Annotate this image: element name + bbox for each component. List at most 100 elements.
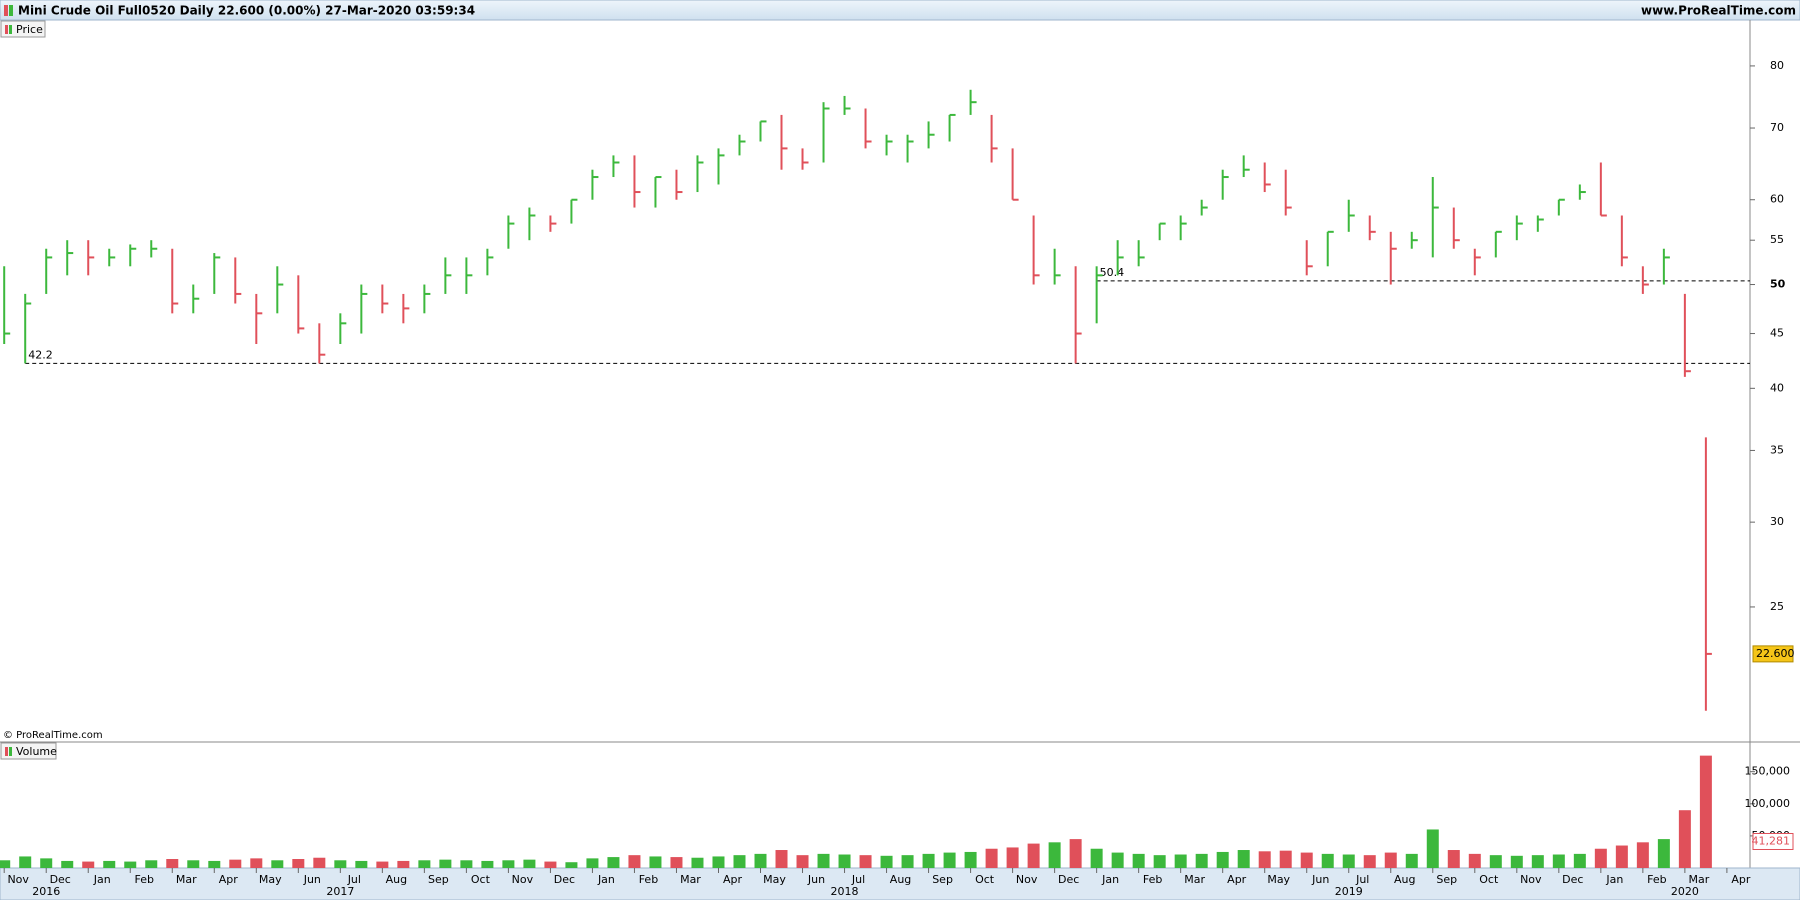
x-tick-label: Nov	[512, 873, 534, 886]
x-tick-label: Feb	[639, 873, 658, 886]
y-tick-label: 60	[1770, 193, 1784, 206]
volume-bar	[733, 855, 746, 868]
volume-bar	[1636, 842, 1649, 868]
volume-bar	[628, 855, 641, 868]
volume-bar	[1342, 854, 1355, 868]
volume-bar	[1195, 853, 1208, 868]
volume-bar	[313, 857, 326, 868]
volume-bar	[985, 848, 998, 868]
header-icon	[9, 5, 13, 16]
volume-bar	[838, 854, 851, 868]
volume-bar	[817, 853, 830, 868]
volume-bar	[880, 855, 893, 868]
volume-bar	[1510, 855, 1523, 868]
level-label: 42.2	[28, 348, 52, 361]
x-tick-label: May	[259, 873, 282, 886]
volume-bar	[565, 862, 578, 868]
volume-bar	[691, 857, 704, 868]
header-site[interactable]: www.ProRealTime.com	[1641, 4, 1796, 18]
volume-bar	[1573, 853, 1586, 868]
volume-bar	[1321, 853, 1334, 868]
x-tick-label: Apr	[1731, 873, 1751, 886]
volume-bar	[250, 858, 263, 868]
volume-bar	[1132, 853, 1145, 868]
x-tick-label: Mar	[1688, 873, 1709, 886]
x-tick-label: Jan	[1101, 873, 1119, 886]
volume-bar	[1699, 755, 1712, 868]
x-tick-label: Apr	[219, 873, 239, 886]
x-tick-label: Oct	[975, 873, 995, 886]
x-tick-label: Dec	[50, 873, 71, 886]
x-tick-label: Dec	[1562, 873, 1583, 886]
y-tick-label: 80	[1770, 59, 1784, 72]
volume-bar	[1048, 842, 1061, 868]
panel-label-box[interactable]	[0, 742, 57, 760]
year-label: 2017	[326, 885, 354, 898]
y-tick-label: 50	[1770, 278, 1786, 291]
copyright: © ProRealTime.com	[3, 730, 103, 741]
volume-bar	[544, 861, 557, 868]
x-tick-label: Sep	[428, 873, 449, 886]
volume-bar	[1300, 852, 1313, 868]
volume-bar	[19, 856, 32, 868]
x-tick-label: Apr	[1227, 873, 1247, 886]
volume-bar	[943, 852, 956, 868]
volume-bar	[1216, 851, 1229, 868]
volume-bar	[1447, 850, 1460, 868]
x-tick-label: Oct	[471, 873, 491, 886]
volume-bar	[859, 855, 872, 868]
x-tick-label: Jul	[1355, 873, 1369, 886]
volume-bar	[1006, 847, 1019, 868]
volume-bar	[208, 860, 221, 868]
y-tick-label: 45	[1770, 327, 1784, 340]
volume-bar	[502, 860, 515, 868]
volume-bar	[229, 859, 242, 868]
x-tick-label: Jan	[1605, 873, 1623, 886]
last-price-label: 22.600	[1756, 647, 1795, 660]
y-tick-label: 100,000	[1745, 797, 1791, 810]
x-tick-label: Feb	[135, 873, 154, 886]
volume-bar	[82, 861, 95, 868]
volume-bar	[1111, 852, 1124, 868]
volume-bar	[1615, 845, 1628, 868]
x-tick-label: Jul	[347, 873, 361, 886]
volume-bar	[61, 860, 74, 868]
volume-bar	[334, 860, 347, 868]
x-tick-label: Jun	[807, 873, 825, 886]
last-volume-label: 41,281	[1752, 834, 1791, 847]
y-tick-label: 40	[1770, 381, 1784, 394]
volume-bar	[103, 860, 116, 868]
volume-bar	[1531, 855, 1544, 868]
volume-bar	[586, 858, 599, 868]
volume-bar	[1405, 853, 1418, 868]
x-tick-label: Sep	[932, 873, 953, 886]
volume-bar	[1363, 855, 1376, 868]
x-tick-label: Nov	[1016, 873, 1038, 886]
volume-bar	[1384, 852, 1397, 868]
volume-bar	[922, 853, 935, 868]
x-tick-label: May	[763, 873, 786, 886]
volume-bar	[964, 851, 977, 868]
x-tick-label: Jan	[597, 873, 615, 886]
last-price-box	[1752, 645, 1794, 663]
volume-bar	[649, 856, 662, 868]
volume-bar	[481, 860, 494, 868]
volume-bar	[1174, 854, 1187, 868]
volume-bar	[1279, 850, 1292, 868]
x-tick-label: Jun	[303, 873, 321, 886]
volume-bar	[439, 859, 452, 868]
volume-bar	[292, 859, 305, 868]
x-tick-label: Nov	[1520, 873, 1542, 886]
panel-icon	[5, 747, 8, 756]
volume-bar	[355, 860, 368, 868]
volume-bar	[1426, 829, 1439, 868]
panel-label: Volume	[16, 745, 57, 758]
volume-bar	[1237, 850, 1250, 868]
panel-icon	[9, 25, 12, 34]
x-tick-label: Feb	[1143, 873, 1162, 886]
x-tick-label: Aug	[1394, 873, 1415, 886]
x-tick-label: Apr	[723, 873, 743, 886]
volume-bar	[1678, 810, 1691, 868]
volume-bar	[1153, 855, 1166, 868]
